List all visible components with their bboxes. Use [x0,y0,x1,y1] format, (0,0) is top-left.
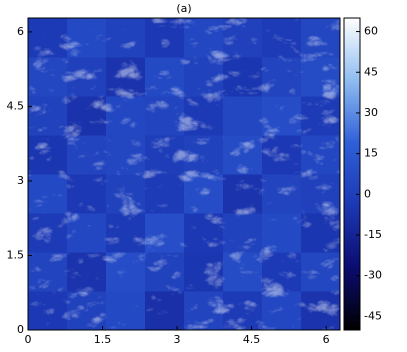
colorbar-tick-label: -45 [364,309,382,322]
x-tick-label: 3 [174,333,181,346]
colorbar-tick-label: -15 [364,228,382,241]
x-tick-label: 0 [25,333,32,346]
colorbar-tick-label: -30 [364,269,382,282]
colorbar [343,17,361,331]
texture [28,18,340,330]
y-tick-label: 6 [17,25,24,38]
colorbar-tick-label: 15 [364,147,378,160]
x-tick-label: 4.5 [243,333,261,346]
chart-title: (a) [176,2,191,15]
x-tick-label: 1.5 [94,333,112,346]
colorbar-tick-label: 0 [364,187,371,200]
y-tick-label: 1.5 [7,248,25,261]
x-tick-label: 6 [323,333,330,346]
colorbar-tick-label: 30 [364,106,378,119]
y-tick-label: 0 [17,323,24,336]
colorbar-tick-label: 60 [364,25,378,38]
plot-frame [27,17,341,331]
y-tick-label: 4.5 [7,99,25,112]
y-tick-label: 3 [17,174,24,187]
colorbar-tick-label: 45 [364,65,378,78]
